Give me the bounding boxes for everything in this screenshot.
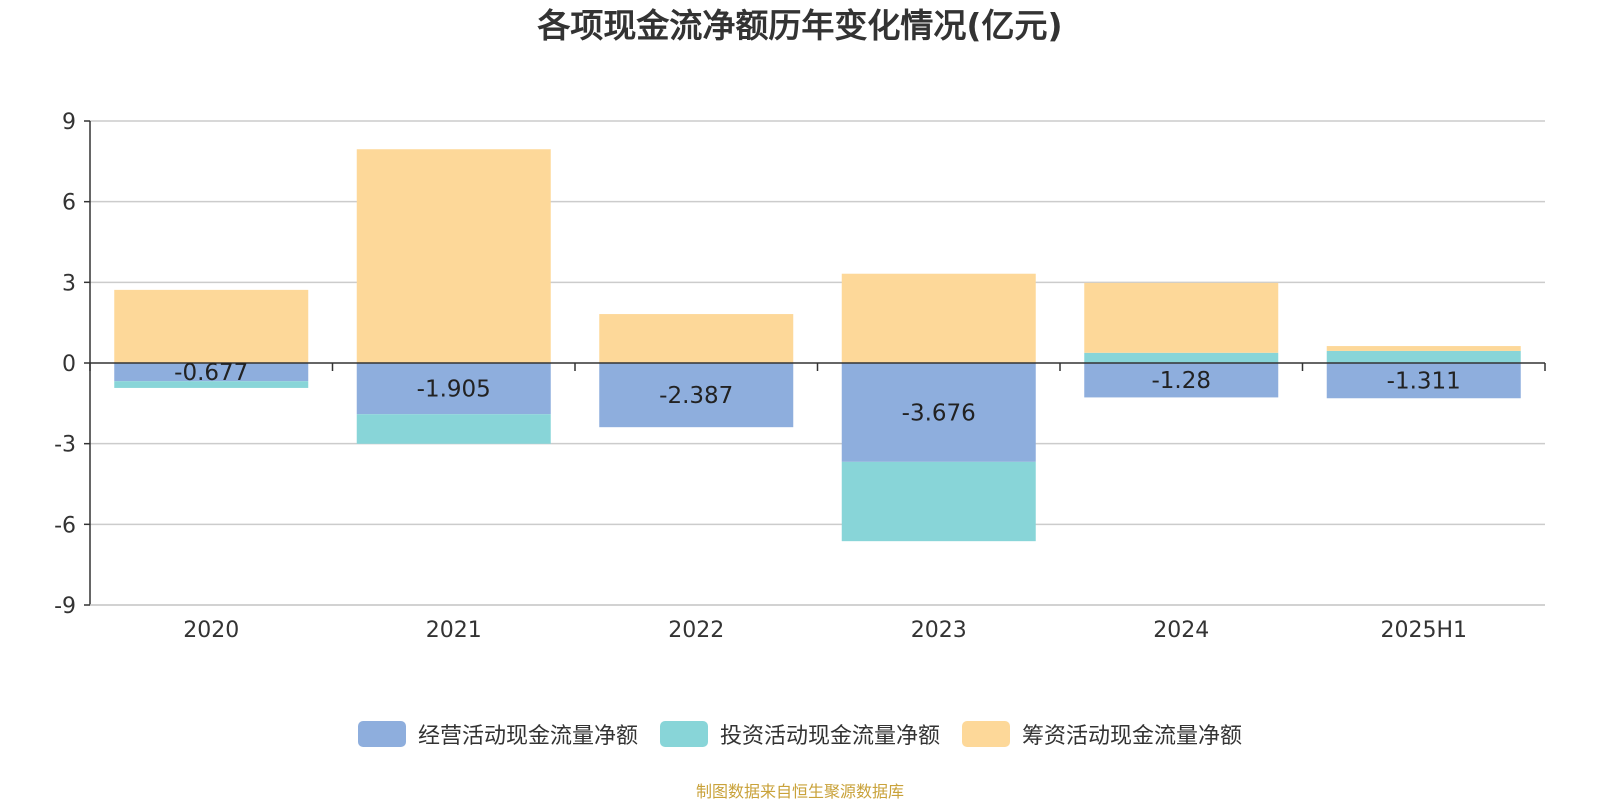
bar-financing-2020[interactable]	[114, 289, 309, 363]
y-tick-label: -3	[54, 433, 76, 458]
x-tick-label: 2024	[1153, 618, 1209, 643]
bar-operating-2020[interactable]	[114, 363, 309, 382]
data-label-operating-2023: -3.676	[902, 400, 976, 426]
x-tick-label: 2023	[911, 618, 967, 643]
x-tick-label: 2020	[183, 618, 239, 643]
x-tick-label: 2022	[668, 618, 724, 643]
legend-swatch-operating	[357, 721, 406, 747]
bar-operating-2023[interactable]	[841, 363, 1036, 462]
bar-financing-2025H1[interactable]	[1326, 346, 1521, 351]
y-tick-label: 9	[62, 110, 76, 135]
legend-item-financing[interactable]: 筹资活动现金流量净额	[962, 718, 1242, 750]
data-label-operating-2022: -2.387	[659, 383, 733, 409]
bar-operating-2022[interactable]	[599, 363, 794, 428]
source-note: 制图数据来自恒生聚源数据库	[695, 782, 904, 801]
bar-financing-2023[interactable]	[841, 273, 1036, 363]
bar-operating-2021[interactable]	[356, 363, 551, 415]
chart-legend: 经营活动现金流量净额 投资活动现金流量净额 筹资活动现金流量净额	[0, 718, 1600, 750]
y-tick-label: 3	[62, 271, 76, 296]
bar-investing-2021[interactable]	[356, 414, 551, 444]
bar-investing-2023[interactable]	[841, 461, 1036, 542]
bar-investing-2025H1[interactable]	[1326, 350, 1521, 363]
legend-swatch-investing	[659, 721, 708, 747]
data-label-operating-2020: -0.677	[174, 360, 248, 386]
data-label-operating-2021: -1.905	[417, 377, 491, 403]
bar-operating-2024[interactable]	[1084, 363, 1279, 398]
x-tick-label: 2025H1	[1380, 618, 1467, 643]
bar-financing-2024[interactable]	[1084, 282, 1279, 353]
legend-swatch-financing	[962, 721, 1010, 747]
bar-financing-2021[interactable]	[356, 149, 551, 363]
legend-label-operating: 经营活动现金流量净额	[417, 724, 638, 749]
x-tick-label: 2021	[426, 618, 482, 643]
bar-investing-2020[interactable]	[114, 381, 309, 388]
y-tick-label: 0	[62, 352, 76, 377]
legend-label-investing: 投资活动现金流量净额	[719, 724, 940, 749]
legend-item-investing[interactable]: 投资活动现金流量净额	[659, 718, 940, 750]
legend-label-financing: 筹资活动现金流量净额	[1022, 724, 1243, 749]
data-label-operating-2025H1: -1.311	[1387, 369, 1461, 395]
y-tick-label: -9	[54, 594, 76, 619]
chart-plot: 9 6 3 0 -3 -6 -9 -0.677 -1.905 -2.387 -3.676 -1.28 -…	[54, 110, 1546, 643]
legend-item-operating[interactable]: 经营活动现金流量净额	[357, 718, 638, 750]
y-tick-label: 6	[62, 191, 76, 216]
y-tick-label: -6	[54, 513, 76, 538]
chart-title: 各项现金流净额历年变化情况(亿元)	[537, 6, 1063, 45]
data-label-operating-2024: -1.28	[1151, 368, 1211, 394]
bar-investing-2024[interactable]	[1084, 352, 1279, 363]
bar-financing-2022[interactable]	[599, 314, 794, 363]
bar-operating-2025H1[interactable]	[1326, 363, 1521, 399]
